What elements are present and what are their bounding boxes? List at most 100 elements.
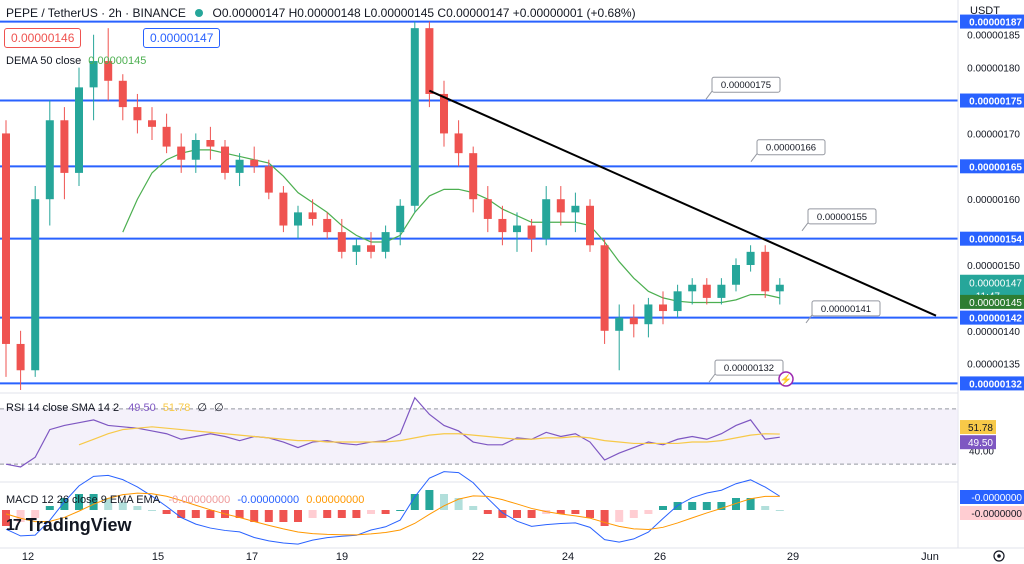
candle-body [31, 199, 40, 371]
callout-box[interactable] [714, 359, 784, 376]
candle-body [556, 199, 565, 213]
macd-hist-tag-label: -0.0000000 [971, 509, 1022, 520]
macd-histogram-bar [775, 510, 784, 511]
alert-icon[interactable] [778, 371, 794, 387]
macd-legend-title: MACD 12 26 close 9 EMA EMA [6, 494, 160, 506]
macd-histogram-bar [746, 498, 755, 510]
time-tick-label: Jun [921, 551, 939, 563]
time-tick-label: 15 [152, 551, 164, 563]
candle-body [527, 225, 536, 239]
candle-body [337, 232, 346, 252]
alert-icon-glyph: ⚡ [780, 373, 792, 386]
trend-line-segment[interactable] [428, 89, 937, 317]
callout-label: 0.00000166 [766, 143, 816, 154]
symbol-info[interactable]: PEPE / TetherUS · 2h · BINANCE O0.000001… [6, 6, 636, 20]
level-price-tag [960, 93, 1024, 108]
macd-histogram-bar [629, 510, 638, 518]
settings-icon[interactable] [993, 550, 1005, 562]
candle-body [367, 245, 375, 252]
macd-histogram-bar [250, 510, 259, 522]
bid-price-box[interactable]: 0.00000146 [4, 28, 82, 48]
macd-histogram-bar [177, 510, 186, 518]
macd-legend-value-3: 0.00000000 [306, 494, 365, 506]
macd-histogram-bar [337, 510, 346, 518]
support-resistance-levels[interactable] [0, 20, 958, 385]
candle-body [542, 199, 551, 239]
current-price-label: 0.00000147 [969, 279, 1022, 290]
candle-body [16, 343, 25, 371]
candle-body [133, 107, 142, 121]
macd-histogram-bar [410, 494, 419, 510]
macd-histogram-bar [600, 510, 609, 526]
macd-histogram-bar [425, 490, 434, 510]
candle-body [75, 87, 83, 173]
macd-legend[interactable]: MACD 12 26 close 9 EMA EMA -0.00000000 -… [6, 494, 364, 506]
candle-body [440, 93, 448, 134]
macd-histogram-bar [133, 506, 142, 510]
rsi-sma-tag-label: 51.78 [968, 423, 993, 434]
candle-body [279, 192, 288, 226]
tradingview-logo-icon: 17 [6, 516, 22, 534]
dema-price-label: 0.00000145 [969, 298, 1022, 309]
callout-box[interactable] [711, 76, 781, 93]
callout-box[interactable] [811, 300, 881, 317]
macd-histogram-bar [571, 510, 580, 514]
candle-body [688, 284, 697, 292]
level-price-label: 0.00000142 [969, 314, 1022, 325]
macd-histogram-bar [396, 510, 405, 511]
macd-histogram-bar [761, 506, 770, 510]
ask-price-box[interactable]: 0.00000147 [143, 28, 221, 48]
rsi-legend-title: RSI 14 close SMA 14 2 [6, 402, 120, 414]
callout-label: 0.00000155 [817, 212, 867, 223]
callout-box[interactable] [807, 208, 877, 225]
rsi-legend-extra-1: ∅ [197, 402, 207, 414]
callout-pointer [750, 153, 758, 163]
candle-body [498, 218, 507, 233]
macd-histogram-bar [717, 502, 726, 510]
candle-body [717, 284, 726, 298]
candle-body [221, 146, 229, 173]
macd-histogram-bar [104, 498, 113, 510]
callout-pointer [705, 90, 713, 100]
level-price-label: 0.00000132 [969, 379, 1022, 390]
macd-histogram-bar [556, 510, 565, 514]
candle-body [513, 225, 521, 233]
macd-histogram-bar [75, 494, 83, 510]
dema-price-tag [960, 294, 1024, 309]
candle-body [118, 80, 127, 108]
rsi-tag-label: 49.50 [968, 438, 993, 449]
candle-body [352, 245, 361, 252]
time-axis[interactable]: 12 15 17 19 22 24 26 29 Jun [0, 547, 1024, 563]
candle-body [323, 218, 332, 233]
dema-legend[interactable]: DEMA 50 close 0.00000145 [6, 55, 146, 67]
symbol-title[interactable]: PEPE / TetherUS · 2h · BINANCE [6, 6, 186, 20]
time-tick-label: 24 [562, 551, 574, 563]
price-callouts[interactable]: 0.00000175 0.00000166 0.00000155 0.00000141… [705, 76, 881, 387]
macd-signal-line [5, 492, 780, 536]
macd-histogram-bar [702, 502, 711, 510]
candle-body [454, 133, 463, 154]
callout-box[interactable] [756, 139, 826, 156]
rsi-tag [960, 435, 996, 450]
macd-series-line [5, 471, 781, 545]
candle-body [177, 146, 186, 160]
price-axis[interactable]: 0.00000185 0.00000180 0.00000170 0.00000160… [957, 0, 1024, 564]
price-tick-label: 0.00000170 [967, 129, 1020, 140]
rsi-legend-extra-2: ∅ [214, 402, 224, 414]
trend-line[interactable] [428, 89, 937, 317]
candle-body [629, 317, 638, 325]
macd-histogram-bar [469, 506, 478, 510]
macd-histogram-bar [162, 510, 171, 514]
macd-histogram-bar [279, 510, 288, 522]
candle-body [483, 199, 492, 219]
level-price-tag [960, 14, 1024, 29]
candle-body [469, 153, 478, 200]
rsi-legend[interactable]: RSI 14 close SMA 14 2 49.50 51.78 ∅ ∅ [6, 401, 224, 414]
macd-histogram-bar [148, 510, 156, 511]
candle-body [732, 265, 740, 285]
candlesticks [2, 21, 784, 390]
currency-label[interactable]: USDT [970, 5, 1000, 17]
price-tick-label: 0.00000160 [967, 195, 1020, 206]
macd-histogram-bar [89, 494, 98, 510]
macd-histogram-bar [381, 510, 390, 514]
